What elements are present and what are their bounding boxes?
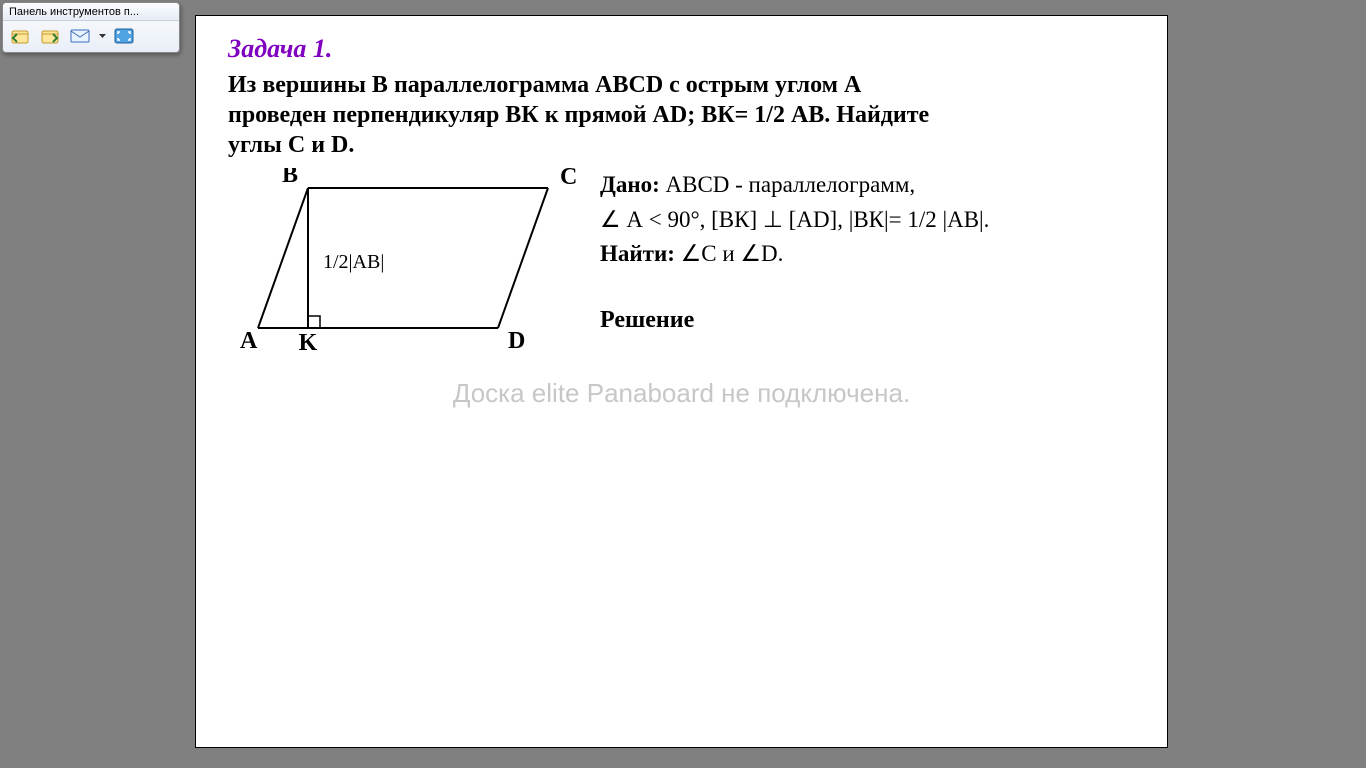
next-page-button[interactable] xyxy=(37,25,63,47)
floating-toolbar: Панель инструментов п... xyxy=(2,2,180,53)
page-content: Задача 1. Из вершины В параллелограмма A… xyxy=(196,16,1167,747)
given-line-2: ∠ А < 90°, [ВК] ⊥ [AD], |ВК|= 1/2 |АВ|. xyxy=(600,203,989,238)
svg-text:B: B xyxy=(282,168,298,188)
find-label: Найти: xyxy=(600,241,675,266)
prev-page-icon xyxy=(10,28,30,44)
problem-statement: Из вершины В параллелограмма ABCD с остр… xyxy=(228,70,948,160)
find-line: Найти: ∠С и ∠D. xyxy=(600,237,989,272)
whiteboard-page: Задача 1. Из вершины В параллелограмма A… xyxy=(195,15,1168,748)
given-label: Дано: xyxy=(600,172,660,197)
fullscreen-button[interactable] xyxy=(111,25,137,47)
dropdown-arrow-button[interactable] xyxy=(97,25,107,47)
body-row: A B C D K 1/2|AB| Дано: ABCD - параллелограмм… xyxy=(228,168,1139,368)
find-text: ∠С и ∠D. xyxy=(675,241,784,266)
given-line-1: Дано: ABCD - параллелограмм, xyxy=(600,168,989,203)
problem-line-1: Из вершины В параллелограмма ABCD с остр… xyxy=(228,72,861,98)
toolbar-row xyxy=(3,21,179,52)
expand-icon xyxy=(114,28,134,44)
task-title: Задача 1. xyxy=(228,34,1139,64)
svg-text:A: A xyxy=(240,328,258,354)
svg-text:D: D xyxy=(508,328,525,354)
toolbar-title: Панель инструментов п... xyxy=(3,3,179,21)
svg-text:C: C xyxy=(560,168,577,190)
svg-text:K: K xyxy=(299,330,318,356)
chevron-down-icon xyxy=(99,34,106,38)
prev-page-button[interactable] xyxy=(7,25,33,47)
problem-line-2: проведен перпендикуляр ВК к прямой AD; В… xyxy=(228,102,929,128)
solution-heading: Решение xyxy=(600,302,989,338)
given-text-1: ABCD - параллелограмм, xyxy=(660,172,915,197)
problem-line-3: углы С и D. xyxy=(228,132,354,158)
mail-icon xyxy=(70,29,90,43)
given-block: Дано: ABCD - параллелограмм, ∠ А < 90°, … xyxy=(600,168,989,338)
parallelogram-svg: A B C D K 1/2|AB| xyxy=(228,168,588,368)
watermark-text: Доска elite Panaboard не подключена. xyxy=(196,378,1167,409)
mail-button[interactable] xyxy=(67,25,93,47)
svg-text:1/2|AB|: 1/2|AB| xyxy=(323,251,384,273)
next-page-icon xyxy=(40,28,60,44)
diagram: A B C D K 1/2|AB| xyxy=(228,168,588,368)
